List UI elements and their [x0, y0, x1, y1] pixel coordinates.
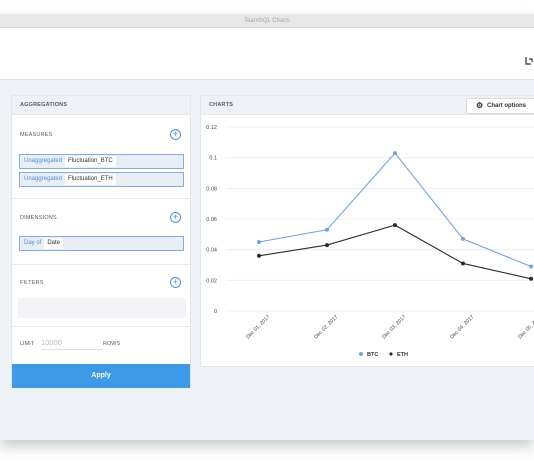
data-point-eth [325, 243, 329, 248]
legend-marker-btc [359, 352, 363, 356]
measure-aggregation[interactable]: Unaggregated [24, 176, 63, 182]
measures-label: MEASURES [20, 132, 53, 138]
legend-label-eth: ETH [397, 352, 408, 358]
x-tick-label: Dec 03, 2017 [381, 314, 407, 340]
divider [12, 198, 190, 199]
data-point-eth [393, 223, 397, 228]
filters-label: FILTERS [20, 280, 44, 286]
rows-label: ROWS [103, 341, 121, 347]
add-dimension-icon[interactable]: + [170, 212, 181, 223]
dimension-pill[interactable]: Day of Date [19, 236, 184, 251]
data-point-btc [257, 240, 261, 244]
divider [12, 326, 190, 327]
y-tick-label: 0.12 [206, 125, 217, 131]
window-title: TeamSQL Charts [0, 14, 534, 28]
limit-label: LIMIT [20, 341, 35, 347]
data-point-eth [529, 276, 533, 281]
legend-label-btc: BTC [367, 352, 378, 358]
charts-panel: CHARTS ⚙ Chart options 0 0.02 0.04 0.06 0.08… [200, 95, 534, 367]
measure-pill[interactable]: Unaggregated Fluctuation_BTC [19, 154, 184, 169]
dimension-aggregation[interactable]: Day of [24, 240, 42, 246]
x-tick-label: Dec 04, 2017 [449, 314, 475, 340]
dimension-field: Date [44, 238, 64, 249]
share-icon[interactable] [524, 56, 534, 66]
x-tick-label: Dec 02, 2017 [313, 314, 339, 340]
line-chart: 0 0.02 0.04 0.06 0.08 0.1 0.12 Dec 01, 2017 Dec … [206, 125, 534, 358]
charts-header: CHARTS [201, 96, 534, 115]
data-point-btc [393, 151, 397, 156]
apply-button[interactable]: Apply [12, 364, 190, 388]
filter-drop-area[interactable] [18, 298, 186, 318]
y-tick-label: 0.08 [206, 186, 217, 192]
series-line-eth [258, 224, 532, 280]
data-point-btc [461, 236, 465, 241]
aggregations-header: AGGREGATIONS [12, 96, 190, 115]
y-tick-label: 0 [214, 309, 217, 315]
y-tick-label: 0.02 [206, 278, 217, 284]
divider [12, 264, 190, 265]
legend-marker-eth [389, 352, 393, 356]
data-point-eth [257, 253, 261, 258]
measure-pill[interactable]: Unaggregated Fluctuation_ETH [19, 172, 184, 187]
measure-aggregation[interactable]: Unaggregated [24, 158, 63, 164]
chart-options-label: Chart options [487, 103, 526, 109]
data-point-btc [529, 264, 533, 269]
x-tick-label: Dec 01, 2017 [245, 314, 271, 340]
add-measure-icon[interactable]: + [170, 129, 181, 140]
measure-field: Fluctuation_ETH [65, 174, 116, 185]
data-point-btc [325, 227, 329, 232]
x-tick-label: Dec 05, 2017 [517, 314, 534, 340]
add-filter-icon[interactable]: + [170, 277, 181, 288]
limit-input[interactable]: 10000 [41, 336, 103, 350]
gear-icon: ⚙ [476, 101, 484, 110]
aggregations-panel: AGGREGATIONS MEASURES + Unaggregated Fluc… [11, 95, 191, 388]
y-tick-label: 0.04 [206, 248, 217, 254]
dimensions-label: DIMENSIONS [20, 215, 57, 221]
measure-field: Fluctuation_BTC [65, 156, 116, 167]
y-tick-label: 0.1 [209, 156, 217, 162]
chart-options-button[interactable]: ⚙ Chart options [466, 98, 534, 114]
data-point-eth [461, 261, 465, 266]
y-tick-label: 0.06 [206, 217, 217, 223]
toolbar [0, 28, 534, 80]
